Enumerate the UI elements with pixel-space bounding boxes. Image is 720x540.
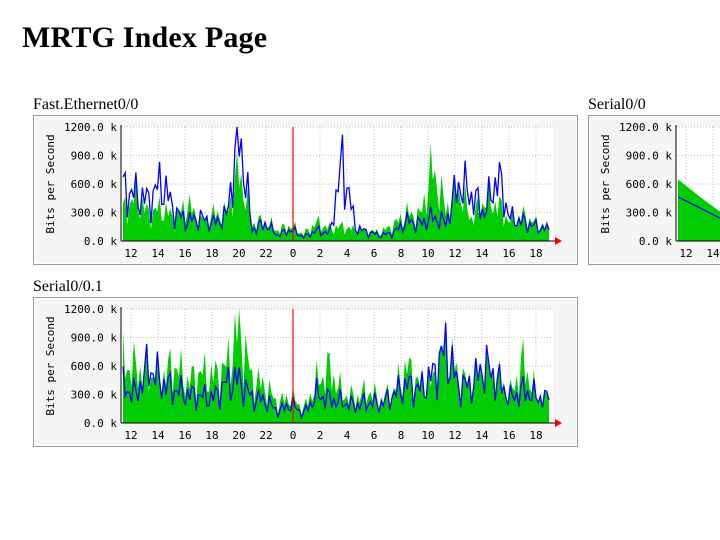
y-tick-label: 1200.0 k <box>64 303 117 316</box>
y-tick-label: 0.0 k <box>84 235 117 248</box>
x-axis-arrow <box>555 237 562 245</box>
y-tick-label: 900.0 k <box>71 150 118 163</box>
y-tick-label: 300.0 k <box>626 207 673 220</box>
series-in-area <box>123 309 549 423</box>
x-tick-label: 0 <box>290 429 297 442</box>
graph-title-serial0-0[interactable]: Serial0/0 <box>588 96 646 113</box>
x-tick-label: 16 <box>178 429 191 442</box>
y-tick-label: 600.0 k <box>626 178 673 191</box>
x-tick-label: 18 <box>529 247 542 260</box>
y-tick-label: 300.0 k <box>71 389 118 402</box>
graph-link-serial0-0-1[interactable]: Bits per Second 1200.0 k 900.0 k 600.0 k 300… <box>33 297 578 447</box>
x-tick-label: 20 <box>232 247 245 260</box>
x-tick-label: 18 <box>205 247 218 260</box>
page-title: MRTG Index Page <box>22 21 268 54</box>
y-axis-label: Bits per Second <box>44 134 57 233</box>
y-tick-label: 900.0 k <box>71 332 118 345</box>
y-tick-label: 300.0 k <box>71 207 118 220</box>
graph-link-fastethernet0-0[interactable]: Bits per Second 1200.0 k 900.0 k 600.0 k 300… <box>33 115 578 265</box>
series-out-line <box>122 322 550 420</box>
x-tick-label: 20 <box>232 429 245 442</box>
x-tick-label: 14 <box>151 247 165 260</box>
y-tick-label: 600.0 k <box>71 360 118 373</box>
x-tick-label: 8 <box>398 247 405 260</box>
x-tick-label: 4 <box>344 247 351 260</box>
x-tick-label: 18 <box>529 429 542 442</box>
graph-title-fastethernet0-0[interactable]: Fast.Ethernet0/0 <box>33 96 139 113</box>
y-tick-label: 900.0 k <box>626 150 673 163</box>
x-tick-label: 14 <box>706 247 720 260</box>
graph-frame-bevel <box>34 298 577 446</box>
x-tick-label: 18 <box>205 429 218 442</box>
x-tick-label: 2 <box>317 429 324 442</box>
x-tick-label: 10 <box>421 429 434 442</box>
graph-frame-bevel <box>589 116 720 264</box>
x-tick-label: 6 <box>371 247 378 260</box>
x-tick-label: 14 <box>475 429 489 442</box>
series-out-line <box>122 126 550 240</box>
x-axis-arrow <box>555 419 562 427</box>
x-tick-label: 0 <box>290 247 297 260</box>
x-tick-label: 16 <box>178 247 191 260</box>
graph-link-serial0-0[interactable]: Bits per Second 1200.0 k 900.0 k 600.0 k 300… <box>588 115 720 265</box>
x-tick-label: 8 <box>398 429 405 442</box>
graph-title-serial0-0-1[interactable]: Serial0/0.1 <box>33 278 103 295</box>
x-tick-label: 12 <box>448 247 461 260</box>
x-tick-label: 12 <box>124 247 137 260</box>
x-tick-label: 12 <box>448 429 461 442</box>
x-tick-label: 2 <box>317 247 324 260</box>
y-tick-label: 0.0 k <box>84 417 117 430</box>
y-tick-label: 1200.0 k <box>619 121 672 134</box>
series-in-area <box>678 179 720 241</box>
x-tick-label: 16 <box>502 429 515 442</box>
x-tick-label: 22 <box>259 429 272 442</box>
y-tick-label: 0.0 k <box>639 235 672 248</box>
graph-frame-bevel <box>34 116 577 264</box>
traffic-graph-serial0-0: Bits per Second 1200.0 k 900.0 k 600.0 k 300… <box>588 115 720 265</box>
x-tick-label: 4 <box>344 429 351 442</box>
y-tick-label: 600.0 k <box>71 178 118 191</box>
y-axis-label: Bits per Second <box>44 316 57 415</box>
y-axis-label: Bits per Second <box>599 134 612 233</box>
x-tick-label: 10 <box>421 247 434 260</box>
x-tick-label: 12 <box>124 429 137 442</box>
x-tick-label: 6 <box>371 429 378 442</box>
x-tick-label: 22 <box>259 247 272 260</box>
x-tick-label: 16 <box>502 247 515 260</box>
x-tick-label: 12 <box>679 247 692 260</box>
x-tick-label: 14 <box>475 247 489 260</box>
y-tick-label: 1200.0 k <box>64 121 117 134</box>
x-tick-label: 14 <box>151 429 165 442</box>
